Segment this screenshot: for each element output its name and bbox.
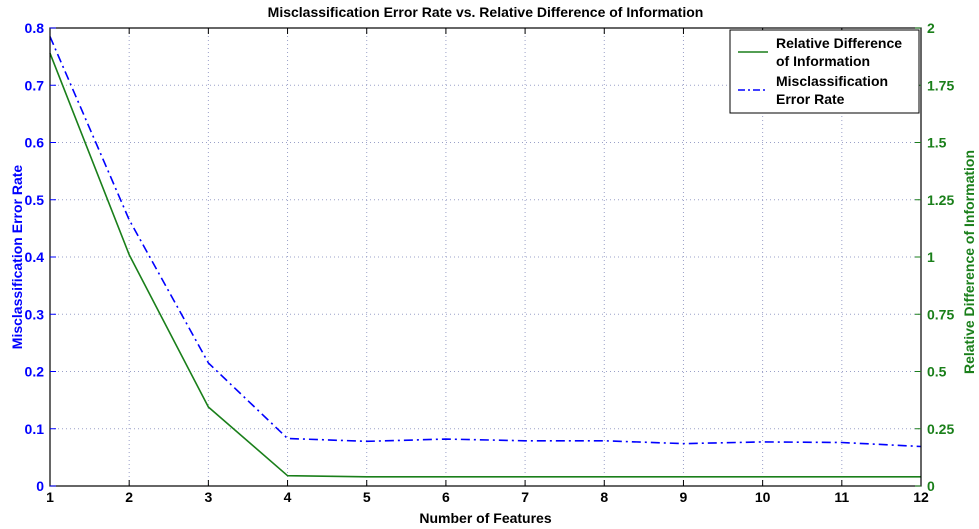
- y-left-tick-label: 0.1: [25, 421, 45, 437]
- x-tick-label: 10: [755, 489, 771, 505]
- x-tick-label: 1: [46, 489, 54, 505]
- x-tick-label: 3: [204, 489, 212, 505]
- series-line-0: [49, 52, 921, 478]
- y-left-tick-label: 0.8: [25, 20, 45, 36]
- y-right-tick-label: 0.75: [927, 306, 954, 322]
- y-left-tick-label: 0.6: [25, 135, 45, 151]
- y-right-tick-label: 0.25: [927, 421, 954, 437]
- y-right-tick-label: 0: [927, 478, 935, 494]
- legend-label-1: Misclassification: [776, 73, 888, 89]
- legend-label-0: of Information: [776, 53, 870, 69]
- y-right-tick-label: 2: [927, 20, 935, 36]
- y-left-tick-label: 0.7: [25, 77, 45, 93]
- legend-label-1: Error Rate: [776, 91, 845, 107]
- y-left-tick-label: 0.2: [25, 364, 45, 380]
- y-right-tick-label: 0.5: [927, 364, 947, 380]
- y-right-tick-label: 1.75: [927, 77, 954, 93]
- y-right-axis-title: Relative Difference of Information: [961, 150, 977, 374]
- x-tick-label: 2: [125, 489, 133, 505]
- chart-title: Misclassification Error Rate vs. Relativ…: [268, 4, 704, 20]
- ticks: 1 2 3 4 5 6 7 8 9 10 11 1200.10.20.30.40.50.60.70.8…: [25, 20, 955, 505]
- y-left-tick-label: 0.3: [25, 306, 45, 322]
- series-line-1: [49, 36, 922, 448]
- y-left-tick-label: 0.4: [25, 249, 45, 265]
- x-tick-label: 7: [521, 489, 529, 505]
- legend-label-0: Relative Difference: [776, 35, 902, 51]
- x-tick-label: 12: [913, 489, 929, 505]
- y-right-tick-label: 1: [927, 249, 935, 265]
- y-left-tick-label: 0: [36, 478, 44, 494]
- y-right-tick-label: 1.5: [927, 135, 947, 151]
- y-left-tick-label: 0.5: [25, 192, 45, 208]
- y-left-axis-title: Misclassification Error Rate: [9, 165, 25, 350]
- x-axis-title: Number of Features: [419, 510, 551, 526]
- x-tick-label: 4: [284, 489, 292, 505]
- x-tick-label: 11: [834, 489, 849, 505]
- x-tick-label: 5: [363, 489, 371, 505]
- series: [49, 36, 922, 478]
- legend: Relative Difference of Information Misclas…: [729, 29, 920, 114]
- x-tick-label: 6: [442, 489, 450, 505]
- y-right-tick-label: 1.25: [927, 192, 954, 208]
- legend-box: [729, 29, 920, 114]
- x-tick-label: 8: [600, 489, 608, 505]
- x-tick-label: 9: [680, 489, 688, 505]
